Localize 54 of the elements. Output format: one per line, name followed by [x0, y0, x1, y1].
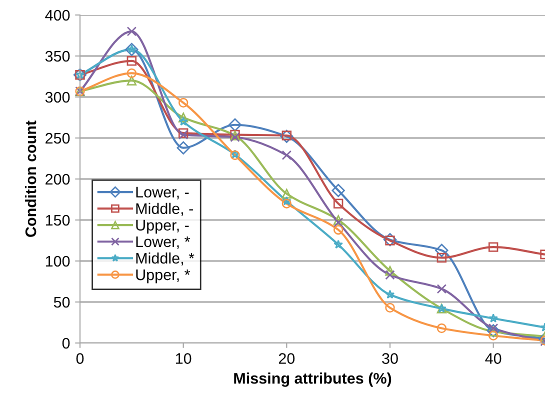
y-tick-label: 300	[45, 92, 70, 103]
point	[282, 198, 292, 208]
legend-label: Upper, -	[136, 220, 189, 234]
point	[488, 314, 498, 322]
point	[282, 196, 292, 206]
point	[488, 242, 498, 252]
y-tick-label: 350	[45, 50, 70, 62]
y-tick-label: 50	[54, 296, 70, 308]
point	[333, 198, 344, 208]
y-tick-label: 150	[46, 214, 70, 226]
x-tick-label: 10	[176, 353, 192, 364]
point	[385, 270, 395, 280]
y-tick-label: 100	[46, 256, 70, 267]
point	[435, 244, 448, 257]
point	[178, 116, 188, 126]
point	[125, 42, 138, 56]
y-tick-label: 0	[62, 338, 70, 349]
x-tick-label: 0	[76, 353, 84, 364]
y-tick-label: 400	[45, 10, 70, 21]
point	[332, 184, 345, 198]
legend-label: Middle, *	[136, 252, 194, 266]
x-tick-label: 20	[278, 353, 295, 364]
point	[436, 323, 447, 334]
point	[333, 224, 344, 235]
point	[126, 26, 137, 36]
y-tick-label: 250	[46, 132, 70, 144]
point	[126, 68, 137, 78]
point	[385, 266, 395, 276]
point	[282, 150, 292, 160]
point	[385, 290, 395, 299]
point	[126, 76, 137, 86]
point	[228, 118, 242, 132]
x-tick-label: 40	[485, 353, 502, 364]
point	[436, 284, 447, 294]
y-axis-title: Condition count	[24, 120, 36, 237]
point	[436, 252, 447, 263]
point	[178, 112, 188, 122]
point	[178, 98, 188, 108]
point	[385, 302, 395, 313]
point	[333, 218, 344, 228]
point	[126, 56, 137, 66]
x-tick-label: 30	[382, 353, 398, 364]
point	[333, 215, 344, 225]
point	[280, 130, 294, 143]
legend-label: Upper, *	[136, 270, 190, 284]
y-tick-label: 200	[46, 174, 70, 185]
point	[334, 240, 343, 249]
legend-label: Lower, -	[136, 186, 189, 200]
legend-label: Lower, *	[136, 236, 190, 249]
point	[282, 188, 292, 199]
point	[383, 233, 397, 246]
legend-label: Middle, -	[136, 202, 193, 216]
x-axis-title: Missing attributes (%)	[234, 372, 392, 387]
point	[176, 141, 190, 154]
